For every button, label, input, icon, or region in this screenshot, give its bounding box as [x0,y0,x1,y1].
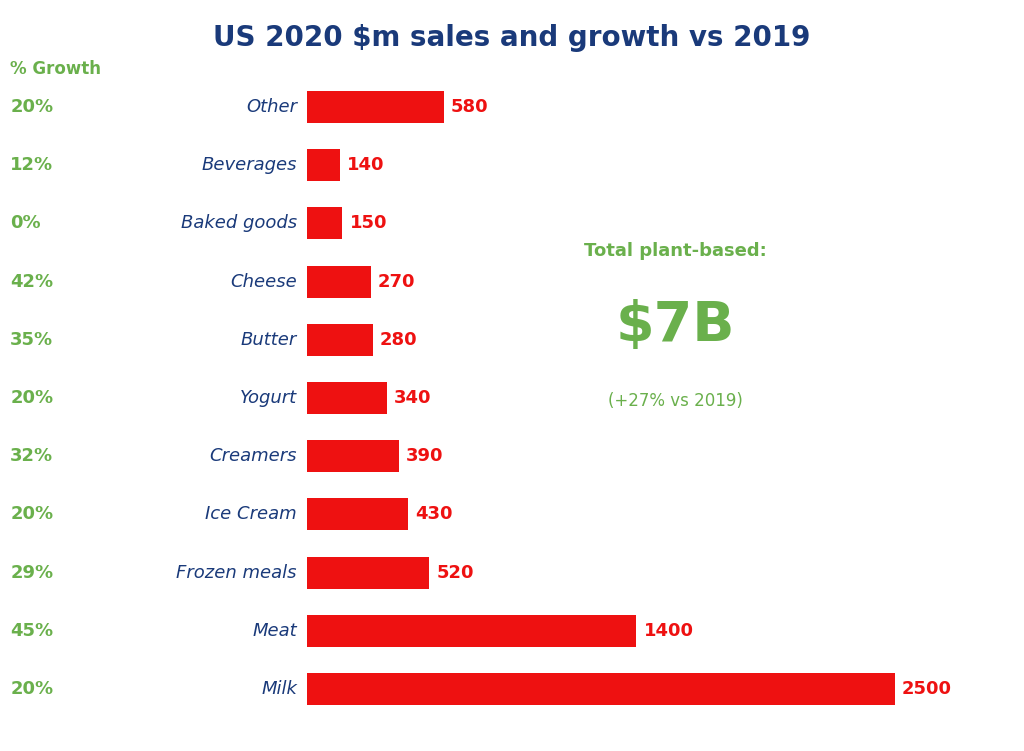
Text: Beverages: Beverages [202,156,297,174]
Text: 20%: 20% [10,389,53,407]
Text: Creamers: Creamers [210,447,297,465]
Text: 20%: 20% [10,98,53,116]
Bar [307,556,429,589]
Text: 580: 580 [451,98,488,116]
Text: 390: 390 [406,447,443,465]
Text: US 2020 $m sales and growth vs 2019: US 2020 $m sales and growth vs 2019 [213,23,811,52]
Text: Ice Cream: Ice Cream [206,505,297,523]
Text: 280: 280 [380,331,418,349]
Text: Butter: Butter [241,331,297,349]
Text: 140: 140 [347,156,385,174]
Text: 270: 270 [378,273,416,291]
Text: 32%: 32% [10,447,53,465]
Bar [307,324,373,356]
Text: % Growth: % Growth [10,60,101,78]
Text: 45%: 45% [10,622,53,640]
Text: 2500: 2500 [902,680,952,698]
Bar [307,149,340,181]
Text: (+27% vs 2019): (+27% vs 2019) [608,392,743,410]
Bar [307,499,409,530]
Text: Yogurt: Yogurt [240,389,297,407]
Bar [307,673,895,705]
Text: Milk: Milk [261,680,297,698]
Bar [307,440,399,472]
Text: Meat: Meat [252,622,297,640]
Text: Total plant-based:: Total plant-based: [585,242,767,260]
Text: 150: 150 [349,215,387,233]
Text: Frozen meals: Frozen meals [176,563,297,581]
Bar [307,207,342,240]
Bar [307,615,636,647]
Text: 340: 340 [394,389,432,407]
Text: Cheese: Cheese [230,273,297,291]
Text: Baked goods: Baked goods [181,215,297,233]
Text: $7B: $7B [616,299,735,353]
Bar [307,266,371,297]
Bar [307,382,387,414]
Text: 20%: 20% [10,505,53,523]
Text: 20%: 20% [10,680,53,698]
Text: 35%: 35% [10,331,53,349]
Text: 520: 520 [436,563,474,581]
Text: 42%: 42% [10,273,53,291]
Text: 430: 430 [416,505,453,523]
Text: 0%: 0% [10,215,41,233]
Bar [307,91,443,123]
Text: 29%: 29% [10,563,53,581]
Text: 1400: 1400 [643,622,693,640]
Text: Other: Other [246,98,297,116]
Text: 12%: 12% [10,156,53,174]
